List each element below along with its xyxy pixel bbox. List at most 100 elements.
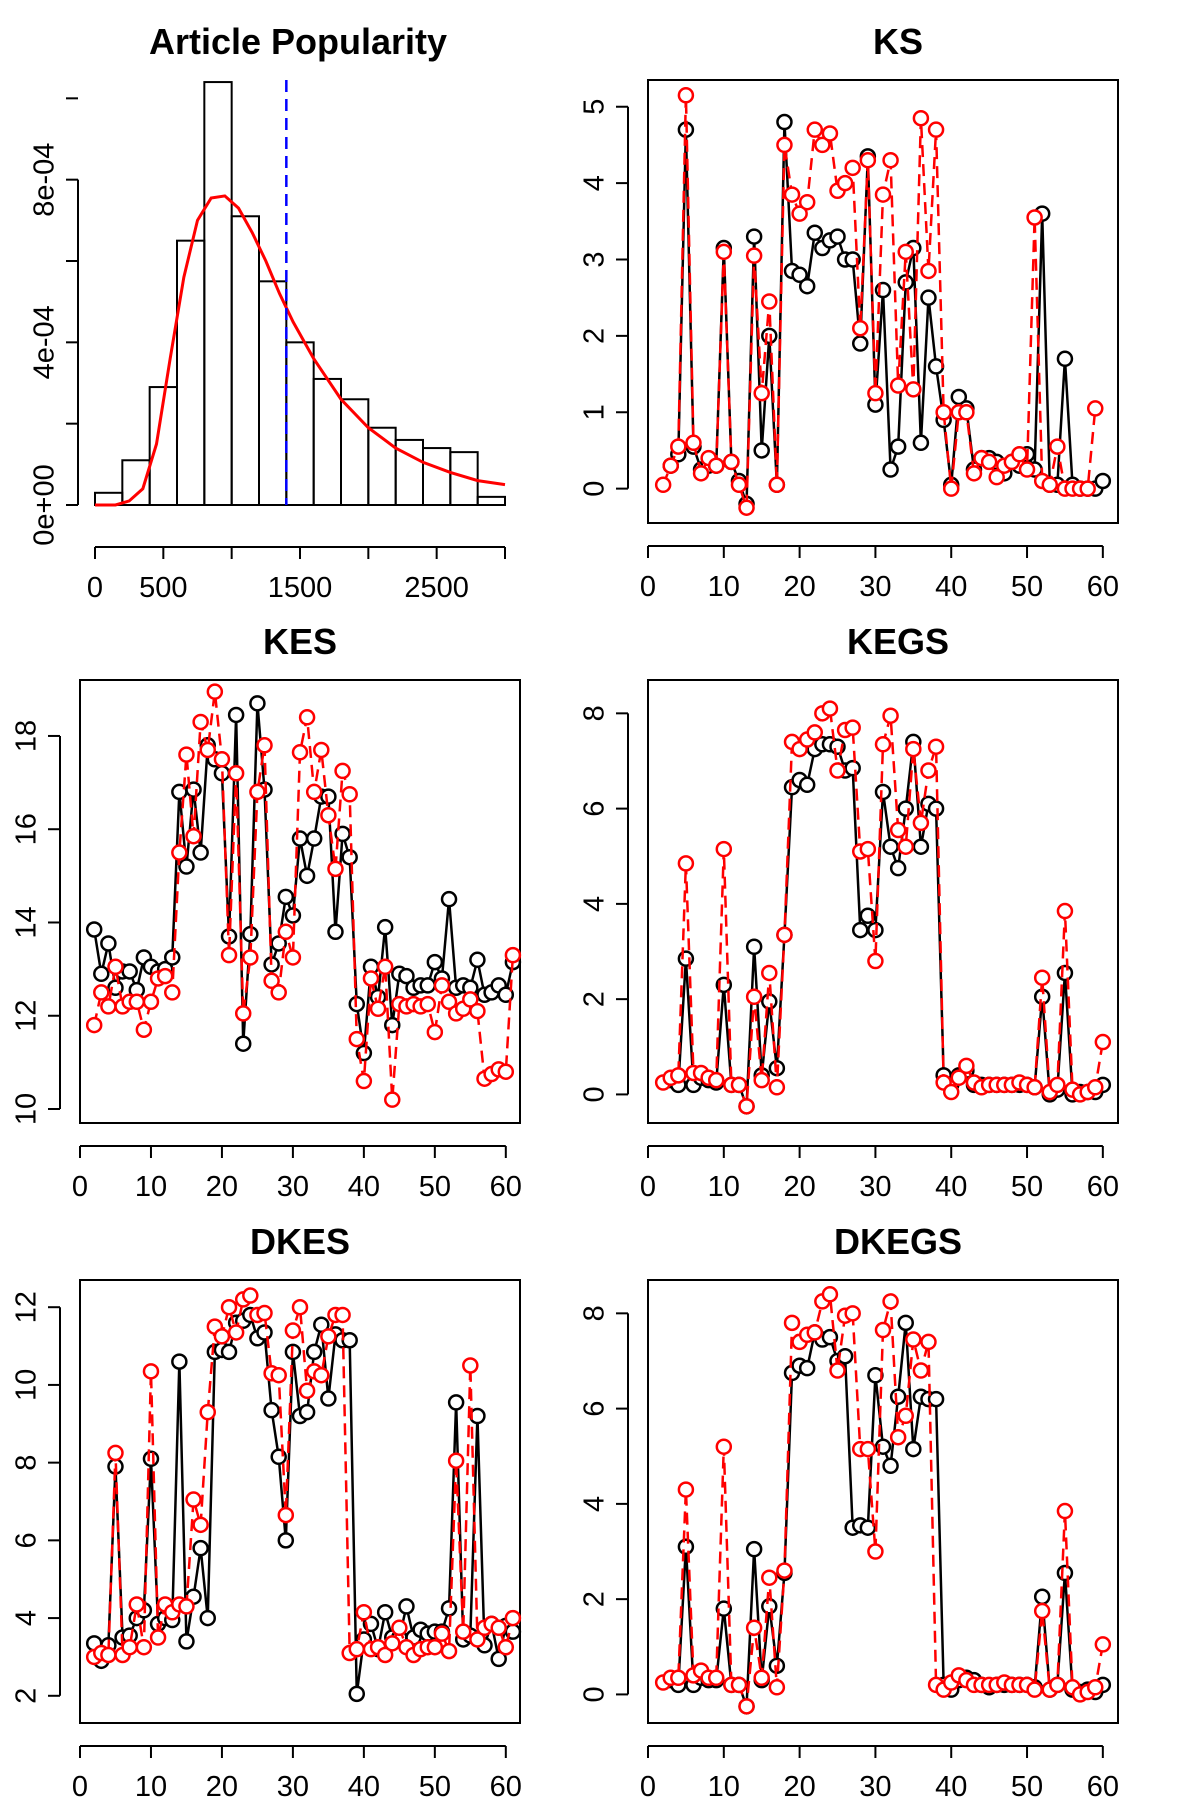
data-point: [980, 453, 998, 471]
data-point: [313, 741, 330, 759]
x-tick-label: 10: [708, 1771, 740, 1800]
x-tick-label: 30: [859, 1771, 891, 1800]
data-point: [376, 1646, 394, 1664]
data-point: [497, 1638, 515, 1656]
data-point: [889, 1428, 907, 1446]
data-point: [369, 1000, 387, 1018]
data-point: [462, 991, 479, 1008]
data-point: [806, 224, 824, 242]
data-point: [462, 1357, 479, 1374]
data-point: [927, 800, 945, 817]
y-tick-label: 12: [11, 1291, 43, 1323]
data-point: [1026, 209, 1043, 226]
data-point: [93, 984, 110, 1001]
data-point: [277, 888, 295, 906]
data-point: [806, 1324, 824, 1341]
data-point: [447, 1394, 465, 1411]
data-point: [320, 806, 337, 824]
data-point: [670, 1669, 687, 1686]
panel-kes: KES 0 10 20 30 40 50 60 10 12 14 16 18: [11, 621, 522, 1203]
data-point: [156, 967, 174, 985]
x-tick-label: 0: [640, 1771, 656, 1800]
data-point: [1087, 400, 1104, 417]
data-point: [791, 205, 808, 222]
density-curve: [95, 194, 506, 507]
y-tick-label: 4: [579, 175, 611, 191]
x-tick-label: 500: [139, 572, 187, 604]
data-point: [171, 844, 188, 861]
data-point: [213, 751, 231, 768]
data-point: [905, 740, 922, 758]
data-point: [348, 1640, 366, 1658]
data-point: [1033, 1602, 1051, 1620]
data-point: [867, 1543, 884, 1560]
x-tick-label: 20: [783, 1771, 815, 1800]
plot-frame: [647, 679, 1119, 1124]
data-point: [490, 1650, 507, 1668]
data-point: [882, 461, 899, 478]
series-line: [670, 1322, 1104, 1707]
data-point: [426, 1638, 444, 1656]
data-point: [213, 1328, 231, 1345]
data-point: [806, 121, 824, 138]
data-point: [227, 706, 245, 724]
data-point: [376, 958, 394, 976]
data-point: [776, 1562, 793, 1579]
data-point: [433, 1625, 451, 1642]
data-point: [426, 1023, 444, 1041]
data-point: [852, 319, 869, 337]
data-point: [874, 1321, 892, 1339]
data-point: [327, 860, 344, 878]
series-red: [654, 1286, 1112, 1715]
x-tick-label: 0: [72, 1771, 88, 1800]
data-point: [341, 1331, 358, 1349]
data-point: [821, 125, 839, 142]
data-point: [384, 1635, 401, 1652]
data-point: [348, 1685, 366, 1703]
data-point: [313, 1366, 330, 1384]
data-point: [391, 1619, 408, 1637]
data-point: [171, 1353, 188, 1370]
data-point: [950, 1069, 968, 1086]
data-point: [927, 1390, 945, 1408]
data-point: [1026, 1681, 1043, 1698]
data-point: [745, 247, 763, 264]
data-point: [93, 965, 110, 983]
data-point: [334, 762, 351, 780]
data-point: [291, 1298, 309, 1316]
data-point: [730, 476, 748, 494]
histogram-bar: [476, 495, 506, 507]
series-red: [85, 683, 522, 1108]
data-point: [897, 1407, 914, 1425]
data-point: [761, 1598, 778, 1615]
data-point: [277, 1506, 295, 1524]
y-tick-label: 8: [11, 1455, 43, 1471]
y-tick-label: 0: [579, 481, 611, 497]
data-point: [142, 1363, 160, 1380]
data-point: [334, 1306, 351, 1324]
data-point: [298, 867, 316, 885]
data-point: [220, 1343, 238, 1361]
data-point: [677, 950, 695, 967]
panel-ks: KS 0 10 20 30 40 50 60 0 1 2 3 4 5: [579, 21, 1119, 603]
data-point: [753, 1071, 770, 1089]
data-point: [1033, 969, 1051, 986]
data-point: [753, 442, 770, 459]
data-point: [912, 838, 930, 855]
data-point: [897, 800, 914, 817]
data-point: [497, 986, 515, 1004]
data-point: [270, 1366, 287, 1384]
data-point: [761, 1569, 778, 1586]
data-point: [927, 358, 945, 375]
y-tick-label: 16: [11, 813, 43, 845]
data-point: [242, 949, 259, 966]
x-tick-label: 60: [1087, 1771, 1119, 1800]
data-point: [958, 404, 975, 421]
data-point: [798, 193, 816, 211]
series-red: [654, 700, 1112, 1115]
series-line: [661, 95, 1097, 509]
data-point: [242, 1287, 259, 1304]
data-point: [398, 1598, 415, 1615]
panel-title: KS: [873, 21, 923, 62]
data-point: [384, 1091, 401, 1108]
